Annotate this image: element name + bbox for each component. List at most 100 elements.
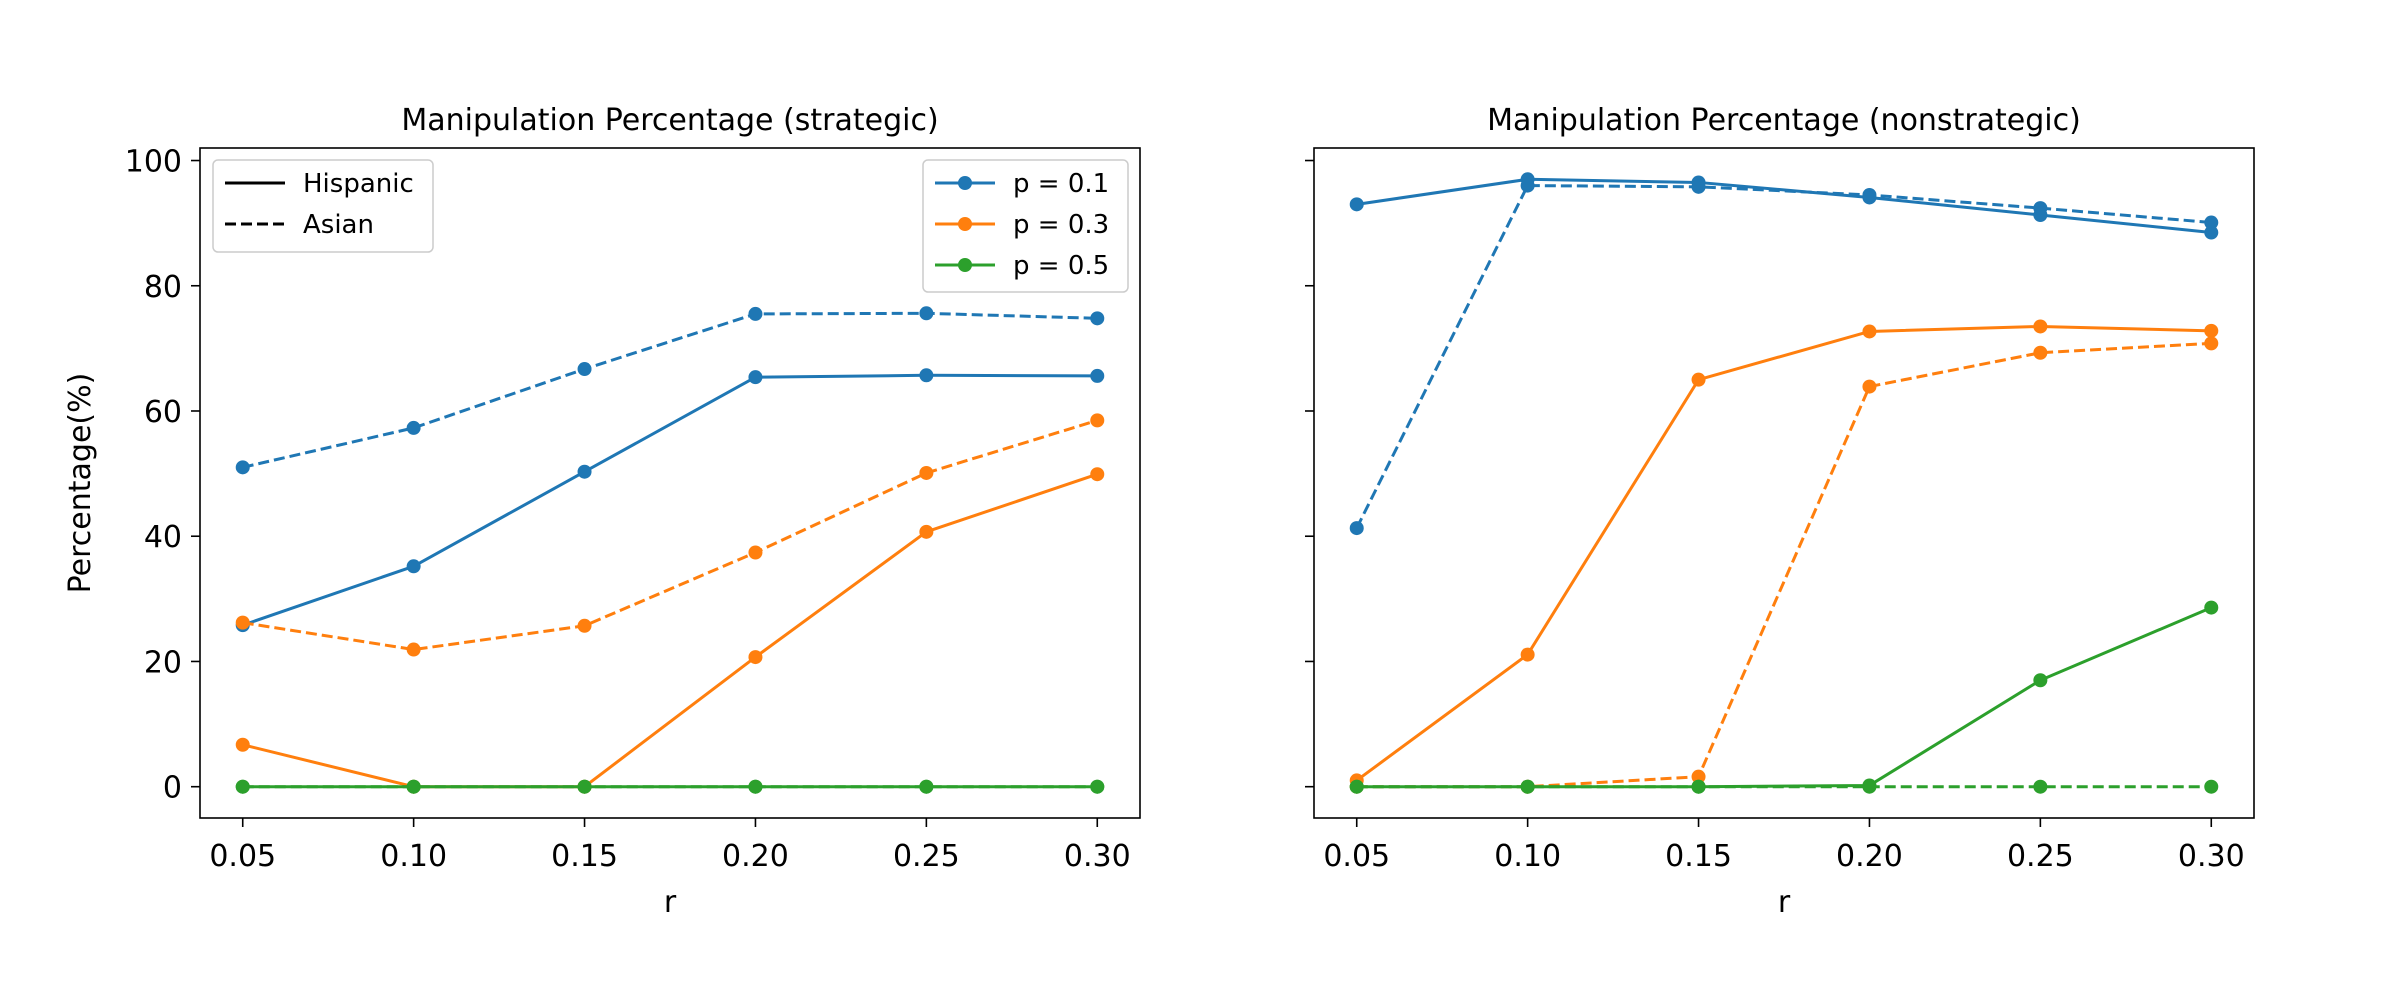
- plot-frame-nonstrategic: [1313, 147, 2255, 819]
- data-point-strategic: [1090, 413, 1105, 428]
- data-point-nonstrategic: [1520, 647, 1535, 662]
- legend-label-p03: p = 0.3: [1013, 210, 1109, 240]
- data-point-strategic: [1090, 779, 1105, 794]
- data-point-strategic: [577, 618, 592, 633]
- data-point-nonstrategic: [2204, 600, 2219, 615]
- plot-frame-strategic: [199, 147, 1141, 819]
- y-axis-label: Percentage(%): [63, 373, 98, 594]
- data-point-nonstrategic: [2204, 215, 2219, 230]
- data-point-strategic: [406, 420, 421, 435]
- data-point-nonstrategic: [1862, 187, 1877, 202]
- y-tick-label-strategic: 40: [144, 520, 182, 555]
- panel-strategic: Manipulation Percentage (strategic) r Pe…: [63, 103, 1141, 920]
- data-point-nonstrategic: [2033, 779, 2048, 794]
- series-line-nonstrategic-03-asian: [1356, 341, 2212, 789]
- x-tick-label-nonstrategic: 0.05: [1323, 839, 1390, 874]
- data-point-strategic: [919, 368, 934, 383]
- x-tick-label-strategic: 0.15: [551, 839, 618, 874]
- data-point-nonstrategic: [2204, 225, 2219, 240]
- data-point-nonstrategic: [1862, 379, 1877, 394]
- y-tick-label-strategic: 0: [163, 771, 182, 806]
- data-point-strategic: [235, 460, 250, 475]
- legend-style: Hispanic Asian: [212, 159, 434, 253]
- x-tick-label-strategic: 0.05: [209, 839, 276, 874]
- data-point-nonstrategic: [1691, 372, 1706, 387]
- series-line-strategic-03-hispanic: [242, 472, 1098, 789]
- data-point-nonstrategic: [2204, 336, 2219, 351]
- series-strategic: [235, 306, 1105, 794]
- data-point-strategic: [748, 306, 763, 321]
- legend-p05-marker-icon: [958, 258, 972, 272]
- series-line-nonstrategic-01-hispanic: [1356, 177, 2212, 235]
- data-point-strategic: [919, 465, 934, 480]
- y-tick-label-strategic: 20: [144, 645, 182, 680]
- data-point-nonstrategic: [2033, 345, 2048, 360]
- data-point-nonstrategic: [2033, 201, 2048, 216]
- data-point-nonstrategic: [1520, 178, 1535, 193]
- x-tick-label-nonstrategic: 0.30: [2178, 839, 2245, 874]
- data-point-nonstrategic: [1349, 197, 1364, 212]
- x-tick-label-nonstrategic: 0.25: [2007, 839, 2074, 874]
- x-tick-label-strategic: 0.20: [722, 839, 789, 874]
- data-point-strategic: [406, 642, 421, 657]
- data-point-strategic: [748, 545, 763, 560]
- legend-label-hispanic: Hispanic: [303, 169, 414, 199]
- data-point-strategic: [919, 779, 934, 794]
- legend-p01-marker-icon: [958, 176, 972, 190]
- x-tick-label-strategic: 0.10: [380, 839, 447, 874]
- data-point-nonstrategic: [1862, 779, 1877, 794]
- data-point-strategic: [235, 737, 250, 752]
- x-tick-label-nonstrategic: 0.10: [1494, 839, 1561, 874]
- data-point-nonstrategic: [1349, 779, 1364, 794]
- data-point-nonstrategic: [1691, 769, 1706, 784]
- data-point-strategic: [919, 524, 934, 539]
- data-point-nonstrategic: [1691, 179, 1706, 194]
- series-line-nonstrategic-03-hispanic: [1355, 324, 2212, 782]
- data-point-strategic: [406, 779, 421, 794]
- x-tick-label-strategic: 0.30: [1064, 839, 1131, 874]
- series-line-strategic-03-asian: [242, 418, 1098, 652]
- data-point-strategic: [748, 650, 763, 665]
- data-point-nonstrategic: [2033, 319, 2048, 334]
- data-point-nonstrategic: [1862, 324, 1877, 339]
- data-point-strategic: [406, 559, 421, 574]
- data-point-strategic: [1090, 467, 1105, 482]
- data-point-strategic: [577, 779, 592, 794]
- data-point-strategic: [1090, 368, 1105, 383]
- legend-label-p01: p = 0.1: [1013, 169, 1109, 199]
- panel-nonstrategic: Manipulation Percentage (nonstrategic) r…: [1305, 103, 2255, 920]
- data-point-strategic: [235, 615, 250, 630]
- data-point-strategic: [577, 464, 592, 479]
- data-point-strategic: [748, 370, 763, 385]
- legend-color: p = 0.1 p = 0.3 p = 0.5: [922, 159, 1129, 293]
- data-point-strategic: [919, 306, 934, 321]
- data-point-strategic: [748, 779, 763, 794]
- ticks-strategic: 0.05 0.10 0.15 0.20 0.25 0.30 0 20 40 60 80 100: [125, 145, 1131, 874]
- data-point-nonstrategic: [1691, 779, 1706, 794]
- series-line-strategic-01-hispanic: [242, 373, 1098, 627]
- data-point-nonstrategic: [2033, 673, 2048, 688]
- legend-p03-marker-icon: [958, 217, 972, 231]
- legend-label-asian: Asian: [303, 210, 374, 240]
- chart-title-nonstrategic: Manipulation Percentage (nonstrategic): [1487, 103, 2081, 138]
- ticks-nonstrategic: 0.05 0.10 0.15 0.20 0.25 0.30: [1305, 159, 2245, 874]
- legend-label-p05: p = 0.5: [1013, 251, 1109, 281]
- data-point-strategic: [1090, 311, 1105, 326]
- data-point-nonstrategic: [2204, 779, 2219, 794]
- y-tick-label-strategic: 60: [144, 395, 182, 430]
- data-point-nonstrategic: [1520, 779, 1535, 794]
- x-tick-label-strategic: 0.25: [893, 839, 960, 874]
- series-line-strategic-01-asian: [242, 311, 1098, 469]
- x-tick-label-nonstrategic: 0.15: [1665, 839, 1732, 874]
- y-tick-label-strategic: 100: [125, 145, 182, 180]
- series-line-nonstrategic-05-hispanic: [1356, 606, 2212, 789]
- data-point-strategic: [235, 779, 250, 794]
- x-axis-label-strategic: r: [664, 885, 677, 920]
- y-tick-label-strategic: 80: [144, 270, 182, 305]
- x-axis-label-nonstrategic: r: [1778, 885, 1791, 920]
- data-point-strategic: [577, 362, 592, 377]
- data-point-nonstrategic: [2204, 323, 2219, 338]
- legend-color-box: [922, 159, 1129, 293]
- x-tick-label-nonstrategic: 0.20: [1836, 839, 1903, 874]
